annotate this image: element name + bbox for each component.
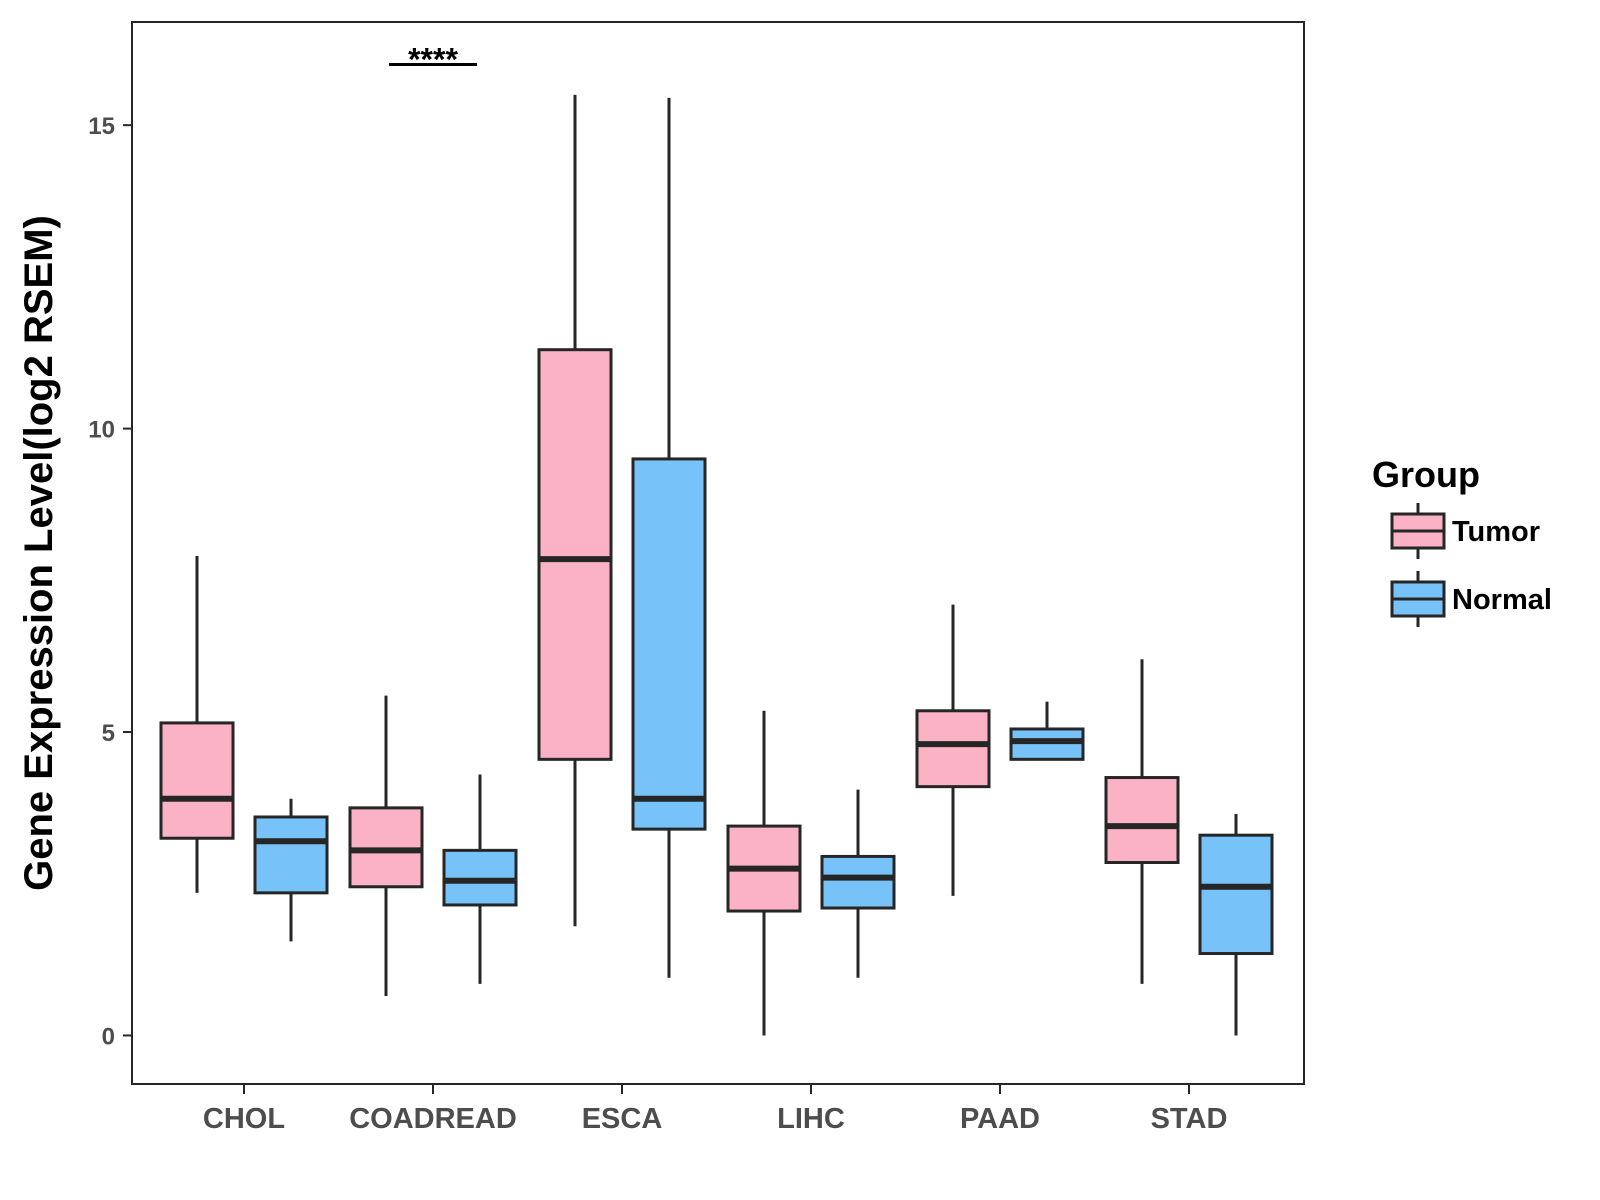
y-tick-label: 0 [102,1023,115,1050]
box-normal-stad [1198,813,1274,1036]
boxes-layer [159,94,1274,1036]
box-tumor-paad [915,604,991,896]
box-tumor-chol [159,556,235,893]
x-tick-label: ESCA [582,1103,663,1135]
significance-label: **** [408,41,458,77]
box-body [253,815,329,895]
legend: Group Tumor Normal [1372,454,1552,627]
box-body [1009,727,1085,761]
y-tick-label: 5 [102,720,115,747]
box-body [537,348,613,761]
box-normal-coadread [442,774,518,984]
legend-label-normal: Normal [1452,584,1552,616]
plot-panel [131,21,1305,1085]
box-normal-paad [1009,701,1085,761]
legend-key-tumor [1390,503,1446,559]
y-axis: 0 5 10 15 [88,113,132,1050]
box-tumor-lihc [726,710,802,1036]
x-tick-label: STAD [1151,1103,1228,1135]
annotations-layer: **** [389,41,477,77]
box-body [1198,833,1274,956]
x-tick-label: COADREAD [349,1103,517,1135]
y-tick-label: 15 [88,113,115,140]
box-tumor-esca [537,94,613,927]
box-body [159,721,235,840]
box-normal-lihc [820,789,896,978]
x-tick-label: CHOL [203,1103,285,1135]
x-tick-label: LIHC [777,1103,845,1135]
box-tumor-coadread [348,695,424,997]
box-body [1104,776,1180,864]
y-axis-title: Gene Expression Level(log2 RSEM) [17,215,61,891]
box-body [915,709,991,789]
legend-key-normal [1390,571,1446,627]
box-body [631,457,707,831]
x-axis: CHOL COADREAD ESCA LIHC PAAD STAD [203,1084,1227,1135]
box-tumor-stad [1104,659,1180,984]
box-body [442,848,518,907]
y-tick-label: 10 [88,417,115,444]
legend-label-tumor: Tumor [1452,516,1540,548]
box-body [820,854,896,910]
box-normal-chol [253,798,329,942]
box-body [348,806,424,889]
box-normal-esca [631,97,707,978]
x-tick-label: PAAD [960,1103,1040,1135]
legend-title: Group [1372,454,1480,495]
